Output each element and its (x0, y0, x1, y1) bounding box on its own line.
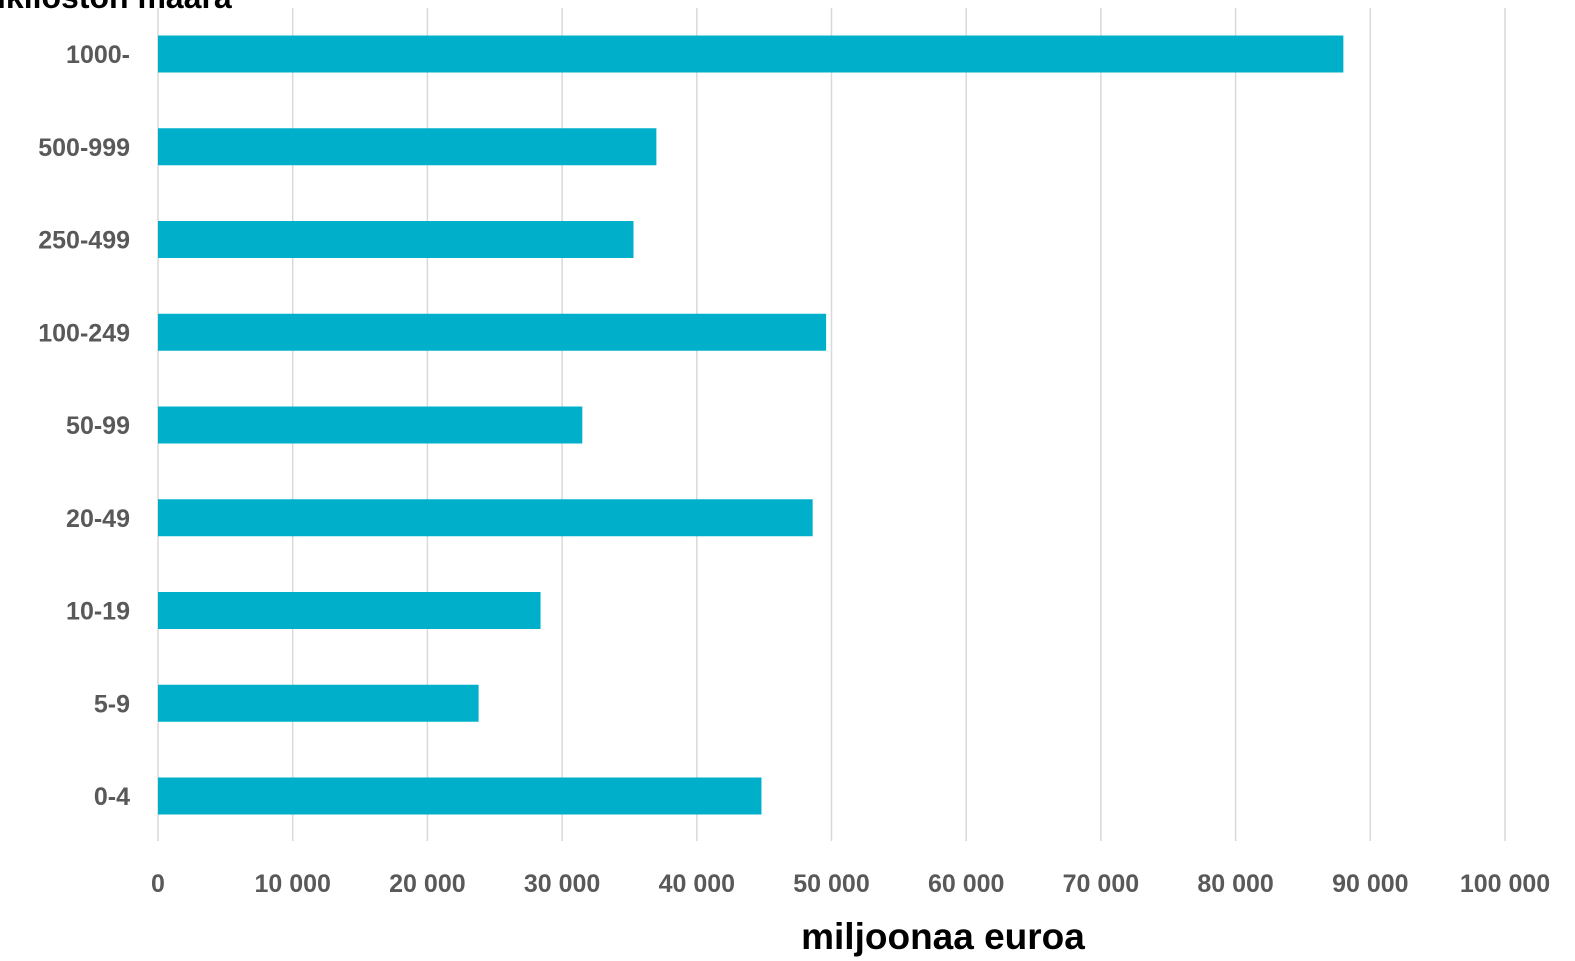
bar (158, 313, 827, 351)
category-label: 500-999 (38, 134, 130, 162)
x-tick-label: 100 000 (1460, 870, 1550, 898)
category-label: 250-499 (38, 227, 130, 255)
bar (158, 221, 634, 258)
bar (158, 128, 657, 166)
x-tick-label: 10 000 (254, 870, 330, 898)
category-labels: 1000- 500-999 250-499 100-249 50-99 20-49 10-1… (38, 41, 130, 811)
category-label: 0-4 (94, 783, 130, 811)
bars (158, 35, 1344, 815)
x-axis-title: miljoonaa euroa (801, 916, 1085, 957)
x-tick-label: 70 000 (1063, 870, 1139, 898)
x-tick-label: 60 000 (928, 870, 1004, 898)
category-label: 50-99 (66, 412, 130, 440)
category-label: 20-49 (66, 505, 130, 533)
category-label: 1000- (66, 41, 130, 69)
bar (158, 777, 762, 815)
x-tick-label: 0 (151, 870, 165, 898)
x-tick-label: 50 000 (793, 870, 869, 898)
bar (158, 35, 1344, 73)
x-tick-label: 90 000 (1332, 870, 1408, 898)
category-label: 5-9 (94, 690, 130, 718)
x-tick-label: 40 000 (659, 870, 735, 898)
y-axis-title: ikilöstön määrä (0, 0, 232, 15)
x-tick-labels: 0 10 000 20 000 30 000 40 000 50 000 60 000 70 … (151, 870, 1550, 898)
bar (158, 406, 583, 444)
bar (158, 684, 479, 722)
x-tick-label: 30 000 (524, 870, 600, 898)
category-label: 10-19 (66, 598, 130, 626)
bar (158, 592, 541, 629)
x-tick-label: 20 000 (389, 870, 465, 898)
x-tick-label: 80 000 (1197, 870, 1273, 898)
bar (158, 499, 813, 537)
category-label: 100-249 (38, 319, 130, 347)
